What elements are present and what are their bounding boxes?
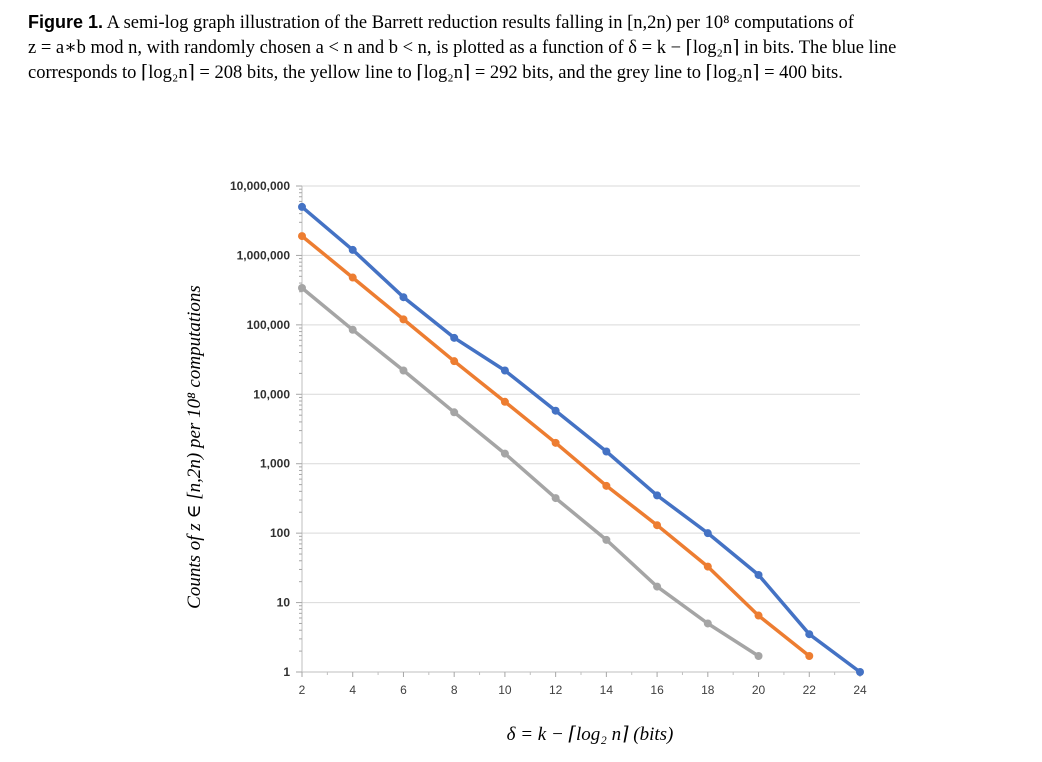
- data-point: [805, 630, 814, 639]
- grid-lines: [302, 185, 860, 604]
- data-point: [450, 408, 459, 417]
- data-series: [298, 202, 864, 676]
- data-point: [399, 293, 408, 302]
- series-line: [300, 205, 862, 674]
- y-tick-label: 10,000: [253, 387, 290, 401]
- data-point: [703, 529, 712, 538]
- y-tick-label: 10: [277, 596, 291, 610]
- figure-label: Figure 1.: [28, 12, 104, 32]
- data-point: [754, 611, 763, 620]
- data-point: [500, 366, 509, 375]
- x-tick-label: 22: [803, 683, 817, 697]
- y-tick-label: 1: [283, 665, 290, 679]
- data-point: [298, 283, 306, 292]
- figure-caption: Figure 1. A semi-log graph illustration …: [28, 10, 1028, 86]
- data-point: [450, 333, 459, 342]
- caption-line-3: corresponds to ⌈log₂n⌉ = 208 bits, the y…: [28, 63, 843, 83]
- data-point: [653, 582, 662, 591]
- data-point: [500, 449, 509, 458]
- data-point: [703, 562, 712, 571]
- axes: [296, 185, 861, 677]
- x-tick-label: 2: [299, 683, 306, 697]
- data-point: [805, 652, 814, 661]
- x-tick-label: 16: [650, 683, 664, 697]
- x-tick-labels: 2 4 6 8 10 12 14 16 18 20 22 24: [299, 683, 867, 697]
- y-tick-label: 100: [270, 526, 290, 540]
- y-tick-label: 1,000: [260, 457, 290, 471]
- x-tick-label: 12: [549, 683, 563, 697]
- caption-line-2: z = a∗b mod n, with randomly chosen a < …: [28, 38, 897, 58]
- y-axis-title: Counts of z ∈ [n,2n) per 10⁸ computation…: [184, 285, 205, 609]
- caption-text-1: A semi-log graph illustration of the Bar…: [103, 13, 854, 33]
- data-point: [653, 521, 662, 530]
- x-tick-label: 8: [451, 683, 458, 697]
- x-tick-label: 14: [600, 683, 614, 697]
- data-point: [551, 406, 560, 415]
- y-tick-label: 1,000,000: [237, 248, 291, 262]
- data-point: [348, 245, 357, 254]
- data-point: [450, 357, 459, 366]
- data-point: [602, 481, 611, 490]
- data-point: [653, 491, 662, 500]
- data-point: [348, 325, 357, 334]
- x-tick-label: 18: [701, 683, 715, 697]
- data-point: [551, 438, 560, 447]
- data-point: [348, 273, 357, 282]
- series-2: [298, 232, 814, 661]
- data-point: [399, 366, 408, 375]
- caption-line-1: Figure 1. A semi-log graph illustration …: [28, 10, 1028, 36]
- series-3: [298, 283, 763, 661]
- series-1: [298, 202, 864, 676]
- data-point: [602, 447, 611, 456]
- data-point: [754, 570, 763, 579]
- y-tick-label: 10,000,000: [230, 179, 290, 193]
- data-point: [703, 619, 712, 628]
- y-tick-labels: 1 10 100 1,000 10,000 100,000 1,000,000 10,000,…: [230, 179, 290, 679]
- x-tick-label: 10: [498, 683, 512, 697]
- data-point: [551, 494, 560, 503]
- x-tick-label: 20: [752, 683, 766, 697]
- x-tick-label: 6: [400, 683, 407, 697]
- data-point: [500, 397, 509, 406]
- series-line: [300, 286, 760, 658]
- data-point: [602, 535, 611, 544]
- data-point: [856, 668, 864, 676]
- y-tick-label: 100,000: [247, 318, 291, 332]
- data-point: [298, 202, 306, 211]
- data-point: [399, 315, 408, 324]
- data-point: [754, 652, 763, 661]
- data-point: [298, 232, 306, 241]
- x-tick-label: 24: [853, 683, 867, 697]
- x-tick-label: 4: [349, 683, 356, 697]
- x-axis-title: δ = k − ⌈log₂ n⌉ (bits): [507, 724, 674, 745]
